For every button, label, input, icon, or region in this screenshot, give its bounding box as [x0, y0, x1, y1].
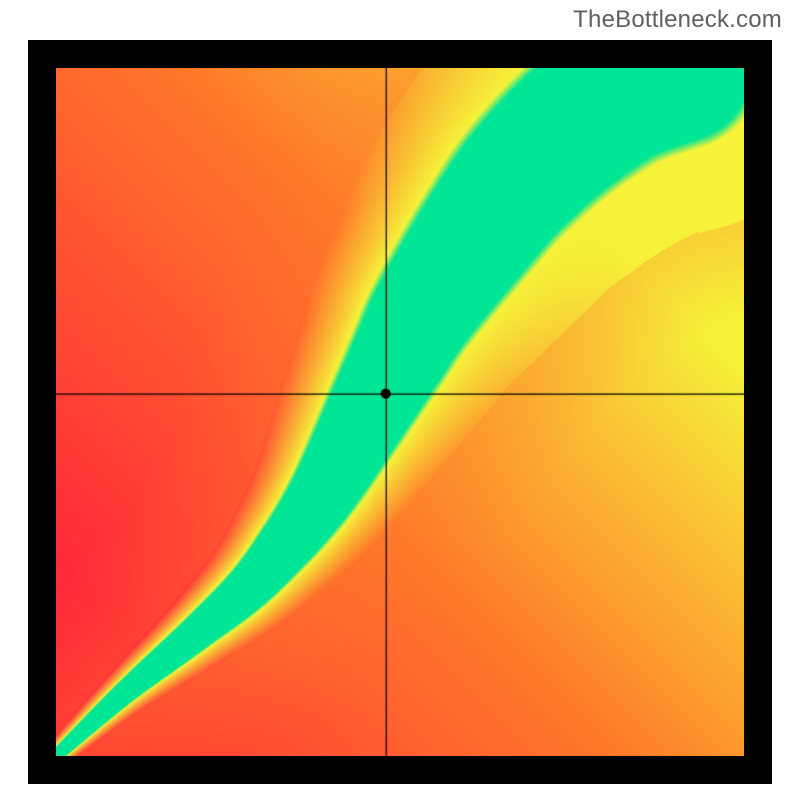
bottleneck-heatmap-canvas	[56, 68, 744, 756]
watermark-text: TheBottleneck.com	[573, 6, 782, 34]
chart-stage: TheBottleneck.com	[0, 0, 800, 800]
plot-border	[28, 40, 772, 784]
